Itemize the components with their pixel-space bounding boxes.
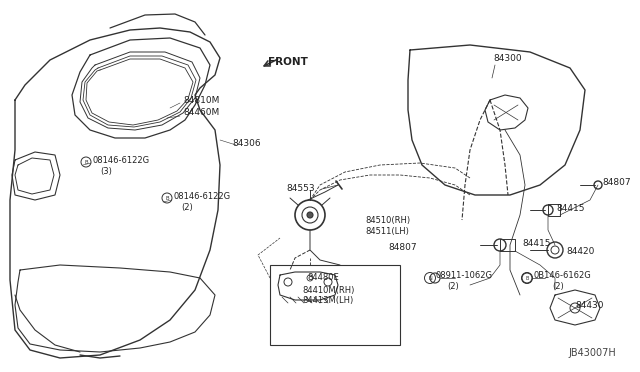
Text: 84810M: 84810M bbox=[183, 96, 220, 105]
Text: (3): (3) bbox=[100, 167, 112, 176]
Circle shape bbox=[307, 212, 313, 218]
Text: 08911-1062G: 08911-1062G bbox=[436, 272, 493, 280]
Text: 84460M: 84460M bbox=[183, 108, 220, 116]
Text: 84300: 84300 bbox=[493, 54, 522, 62]
Text: 84807: 84807 bbox=[602, 177, 630, 186]
Text: 84413M(LH): 84413M(LH) bbox=[302, 295, 353, 305]
Text: (2): (2) bbox=[552, 282, 564, 292]
Text: 08146-6122G: 08146-6122G bbox=[92, 155, 149, 164]
Text: 84415: 84415 bbox=[556, 203, 584, 212]
Text: (2): (2) bbox=[181, 202, 193, 212]
Text: 84410M(RH): 84410M(RH) bbox=[302, 285, 355, 295]
Text: 84511(LH): 84511(LH) bbox=[365, 227, 409, 235]
Text: 84553: 84553 bbox=[286, 183, 315, 192]
Text: 08146-6122G: 08146-6122G bbox=[173, 192, 230, 201]
Text: 84420: 84420 bbox=[566, 247, 595, 257]
Text: 84480E: 84480E bbox=[307, 273, 339, 282]
Text: 84807: 84807 bbox=[388, 244, 417, 253]
Text: B: B bbox=[525, 276, 529, 280]
Text: 84306: 84306 bbox=[232, 138, 260, 148]
Text: N: N bbox=[428, 276, 432, 280]
Text: B: B bbox=[165, 196, 169, 201]
Text: 84510(RH): 84510(RH) bbox=[365, 215, 410, 224]
Text: B: B bbox=[84, 160, 88, 164]
FancyBboxPatch shape bbox=[270, 265, 400, 345]
Text: 0B146-6162G: 0B146-6162G bbox=[534, 272, 592, 280]
Text: (2): (2) bbox=[447, 282, 459, 292]
Text: FRONT: FRONT bbox=[268, 57, 308, 67]
Text: 84430: 84430 bbox=[575, 301, 604, 310]
Text: JB43007H: JB43007H bbox=[568, 348, 616, 358]
Text: 84415: 84415 bbox=[522, 240, 550, 248]
